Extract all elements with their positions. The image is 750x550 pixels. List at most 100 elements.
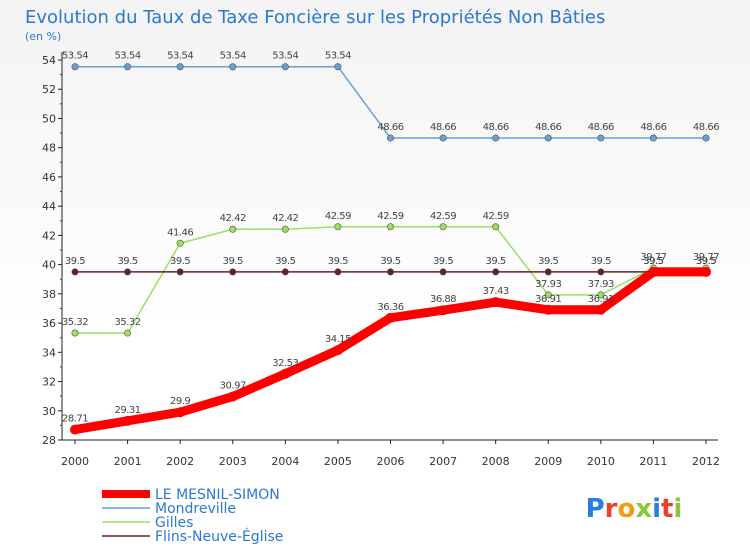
data-point	[544, 268, 552, 276]
data-point	[229, 63, 237, 71]
data-point	[543, 304, 554, 315]
y-tick-label: 50	[42, 112, 56, 125]
logo-letter: t	[661, 494, 673, 524]
data-point	[332, 345, 343, 356]
data-point	[544, 134, 552, 142]
data-label: 37.43	[483, 286, 509, 297]
data-point	[701, 266, 711, 277]
data-label: 36.91	[535, 294, 561, 305]
data-label: 37.93	[535, 279, 561, 290]
data-label: 39.5	[486, 256, 506, 267]
data-point	[492, 134, 500, 142]
series-layer	[70, 63, 711, 435]
data-label: 42.59	[325, 211, 351, 222]
data-label: 39.5	[696, 256, 716, 267]
data-label: 36.36	[377, 302, 403, 313]
data-point	[386, 223, 394, 231]
proxiti-logo: Proxiti	[586, 494, 683, 524]
x-tick-label: 2004	[271, 455, 299, 468]
data-point	[649, 134, 657, 142]
data-label: 53.54	[62, 51, 88, 62]
legend-label: Gilles	[155, 515, 193, 531]
y-tick-label: 52	[42, 83, 56, 96]
data-point	[648, 266, 659, 277]
logo-letter: i	[652, 494, 661, 524]
data-point	[71, 329, 79, 337]
data-point	[122, 415, 133, 426]
data-label: 32.53	[272, 358, 298, 369]
data-point	[176, 63, 184, 71]
y-tick-label: 32	[42, 376, 56, 389]
x-tick-label: 2008	[482, 455, 510, 468]
data-label: 39.5	[275, 256, 295, 267]
data-label: 39.5	[643, 256, 663, 267]
data-point	[280, 368, 291, 379]
data-point	[334, 223, 342, 231]
data-point	[439, 134, 447, 142]
proxiti-logo-text: Proxiti	[586, 494, 683, 524]
y-tick-label: 36	[42, 317, 56, 330]
data-label: 42.59	[483, 211, 509, 222]
data-label: 48.66	[588, 122, 614, 133]
data-point	[386, 268, 394, 276]
axes: 28 30 32 34 36 38 40 42 44 46 48 50 52 54 2000 2001 2002…	[42, 52, 720, 468]
x-tick-label: 2005	[324, 455, 352, 468]
data-point	[124, 268, 132, 276]
data-label: 39.5	[696, 256, 716, 267]
x-tick-label: 2007	[429, 455, 457, 468]
data-label: 39.5	[117, 256, 137, 267]
logo-letter: i	[673, 494, 682, 524]
data-label: 39.77	[640, 252, 666, 263]
y-tick-label: 34	[42, 346, 56, 359]
data-label: 36.91	[588, 294, 614, 305]
x-tick-label: 2010	[587, 455, 615, 468]
x-tick-label: 2002	[166, 455, 194, 468]
data-point	[597, 134, 605, 142]
y-tick-label: 54	[42, 54, 56, 67]
data-label: 29.31	[115, 405, 141, 416]
data-label: 29.9	[170, 396, 190, 407]
data-point	[71, 63, 79, 71]
legend: LE MESNIL-SIMONMondrevilleGillesFlins-Ne…	[102, 487, 283, 545]
data-label: 48.66	[430, 122, 456, 133]
data-point	[281, 225, 289, 233]
data-point	[176, 239, 184, 247]
data-point	[71, 268, 79, 276]
data-point	[492, 223, 500, 231]
logo-letter: o	[617, 494, 635, 524]
data-label: 53.54	[115, 51, 141, 62]
data-label: 42.42	[220, 213, 246, 224]
y-tick-label: 30	[42, 405, 56, 418]
data-label: 36.88	[430, 294, 456, 305]
data-label: 28.71	[62, 414, 88, 425]
data-point	[176, 268, 184, 276]
x-tick-label: 2001	[114, 455, 142, 468]
data-point	[439, 223, 447, 231]
logo-letter: P	[586, 494, 605, 524]
x-tick-label: 2000	[61, 455, 89, 468]
data-point	[70, 424, 80, 435]
data-label: 48.66	[483, 122, 509, 133]
data-label: 39.5	[170, 256, 190, 267]
data-point	[229, 225, 237, 233]
y-tick-label: 40	[42, 259, 56, 272]
data-labels: 28.71 29.31 29.9 30.97 32.53 34.15 36.36 36.88 3…	[62, 51, 720, 425]
y-tick-label: 48	[42, 142, 56, 155]
data-label: 37.93	[588, 279, 614, 290]
data-label: 39.5	[380, 256, 400, 267]
data-point	[492, 268, 500, 276]
data-label: 39.5	[538, 256, 558, 267]
logo-letter: x	[635, 494, 652, 524]
data-point	[544, 291, 552, 299]
data-point	[281, 268, 289, 276]
data-point	[124, 63, 132, 71]
data-label: 39.5	[328, 256, 348, 267]
data-label: 48.66	[693, 122, 719, 133]
y-tick-label: 46	[42, 171, 56, 184]
data-point	[385, 312, 396, 323]
y-tick-label: 28	[42, 434, 56, 447]
data-label: 48.66	[535, 122, 561, 133]
x-tick-label: 2011	[639, 455, 667, 468]
data-label: 42.42	[272, 213, 298, 224]
